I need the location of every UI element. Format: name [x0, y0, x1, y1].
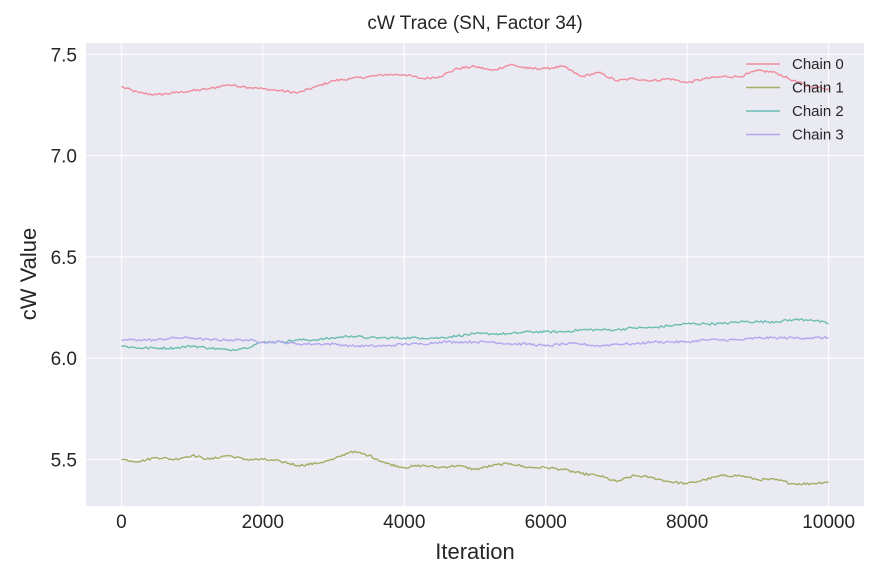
x-tick-label: 8000	[666, 512, 708, 533]
legend-label: Chain 2	[792, 103, 844, 120]
plot-area	[86, 43, 864, 506]
legend-label: Chain 1	[792, 80, 844, 97]
legend-label: Chain 0	[792, 56, 844, 73]
legend: Chain 0 Chain 1 Chain 2 Chain 3	[746, 56, 844, 144]
grid-lines	[86, 43, 864, 506]
x-tick-labels: 0 2000 4000 6000 8000 10000	[116, 512, 855, 533]
x-tick-label: 6000	[525, 512, 567, 533]
series-line-chain-1	[121, 450, 829, 486]
y-tick-label: 6.0	[51, 349, 77, 370]
y-tick-label: 7.0	[51, 147, 77, 168]
x-tick-label: 0	[116, 512, 127, 533]
x-axis-label: Iteration	[435, 539, 515, 564]
y-tick-labels: 5.5 6.0 6.5 7.0 7.5	[51, 45, 77, 471]
y-tick-label: 7.5	[51, 45, 77, 66]
legend-label: Chain 3	[792, 127, 844, 144]
series-line-chain-2	[121, 318, 829, 352]
series-line-chain-3	[121, 336, 829, 348]
y-tick-label: 6.5	[51, 248, 77, 269]
series-lines	[121, 63, 829, 486]
x-tick-label: 2000	[242, 512, 284, 533]
y-axis-label: cW Value	[16, 228, 41, 321]
y-tick-label: 5.5	[51, 450, 77, 471]
chart-title: cW Trace (SN, Factor 34)	[367, 13, 582, 34]
series-line-chain-0	[121, 63, 829, 96]
x-tick-label: 10000	[802, 512, 855, 533]
x-tick-label: 4000	[383, 512, 425, 533]
